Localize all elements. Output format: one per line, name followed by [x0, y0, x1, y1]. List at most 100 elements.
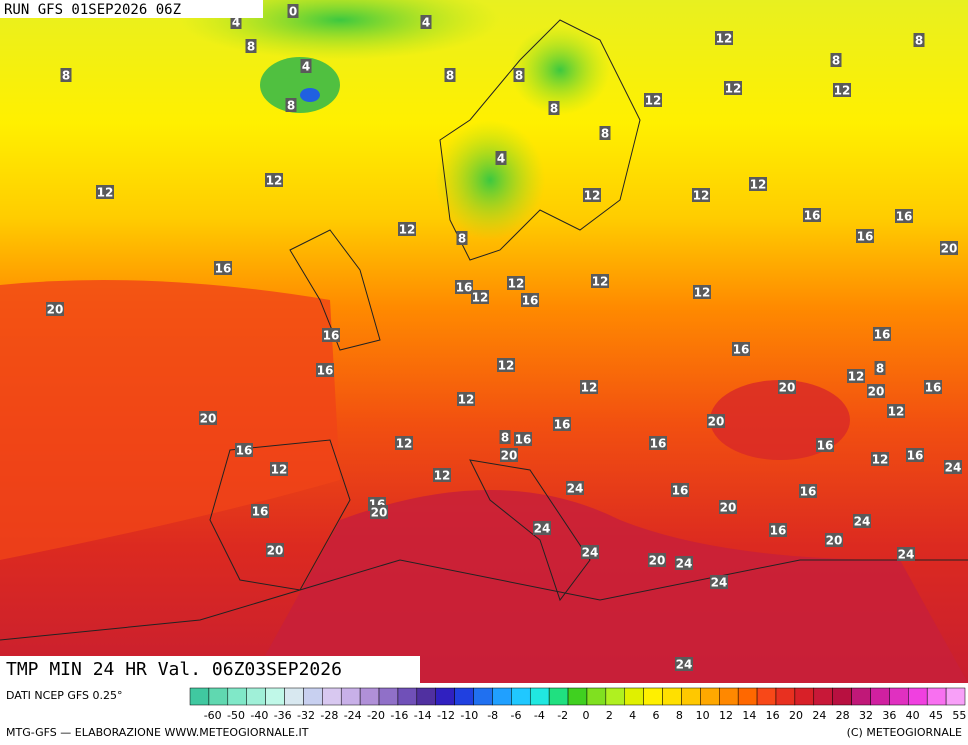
label-box: [533, 521, 551, 535]
contour-label: 12: [498, 359, 515, 373]
colorbar-label: -12: [437, 709, 455, 722]
label-box: [398, 222, 416, 236]
label-box: [370, 505, 388, 519]
contour-label: 4: [302, 60, 310, 74]
contour-label: 24: [534, 522, 551, 536]
colorbar-cell: [586, 687, 607, 706]
contour-label: 12: [645, 94, 662, 108]
label-box: [856, 229, 874, 243]
colorbar-label: -2: [557, 709, 568, 722]
contour-label: 24: [582, 546, 599, 560]
colorbar-label: 20: [789, 709, 803, 722]
label-box: [553, 417, 571, 431]
label-box: [270, 462, 288, 476]
label-box: [521, 293, 539, 307]
colorbar-cell: [303, 687, 323, 706]
contour-label: 12: [716, 32, 733, 46]
contour-label: 16: [456, 281, 473, 295]
contour-label: 16: [650, 437, 667, 451]
run-box: [0, 0, 263, 18]
label-box: [874, 361, 886, 375]
colorbar-label: -32: [297, 709, 315, 722]
label-box: [724, 81, 742, 95]
label-box: [471, 290, 489, 304]
colorbar-cell: [246, 687, 266, 706]
contour-label: 16: [857, 230, 874, 244]
colorbar-cell: [208, 687, 229, 706]
label-box: [924, 380, 942, 394]
contour-label: 20: [708, 415, 725, 429]
contour-label: 24: [711, 576, 728, 590]
contour-label: 16: [896, 210, 913, 224]
label-box: [803, 208, 821, 222]
colorbar-label: 6: [653, 709, 660, 722]
label-box: [847, 369, 865, 383]
contour-label: 16: [733, 343, 750, 357]
contour-label: 20: [826, 534, 843, 548]
label-box: [692, 188, 710, 202]
label-box: [514, 432, 532, 446]
label-box: [513, 68, 525, 82]
colorbar-cell: [832, 687, 852, 706]
label-box: [867, 384, 885, 398]
contour-label: 12: [581, 381, 598, 395]
coastline: [469, 459, 591, 602]
contour-label: 20: [200, 412, 217, 426]
contour-label: 4: [232, 16, 240, 30]
iceland: [260, 57, 340, 113]
contour-label: 16: [554, 418, 571, 432]
contour-label: 20: [779, 381, 796, 395]
colorbar-cell: [851, 687, 871, 706]
colorbar-label: -6: [511, 709, 522, 722]
contour-label: 8: [446, 69, 454, 83]
label-box: [707, 414, 725, 428]
colorbar-cell: [889, 687, 909, 706]
contour-label: 20: [868, 385, 885, 399]
label-box: [395, 436, 413, 450]
contour-label: 24: [567, 482, 584, 496]
label-box: [214, 261, 232, 275]
colorbar-label: 14: [742, 709, 756, 722]
coastline: [439, 19, 641, 261]
contour-label: 8: [601, 127, 609, 141]
label-box: [96, 185, 114, 199]
label-box: [60, 68, 72, 82]
label-box: [778, 380, 796, 394]
label-box: [580, 380, 598, 394]
colorbar-cell: [340, 687, 361, 706]
contour-label: 12: [97, 186, 114, 200]
contour-label: 24: [676, 658, 693, 672]
colorbar-label: 32: [859, 709, 873, 722]
colorbar-cell: [492, 687, 512, 706]
label-box: [644, 93, 662, 107]
colorbar-label: 0: [583, 709, 590, 722]
label-box: [671, 483, 689, 497]
contour-label: 4: [422, 16, 430, 30]
colorbar-cell: [813, 687, 833, 706]
colorbar-label: -16: [390, 709, 408, 722]
colorbar-cell: [870, 687, 890, 706]
colorbar-cell: [719, 687, 739, 706]
atlantic-warm: [0, 280, 340, 560]
contour-label: 12: [725, 82, 742, 96]
contour-label: 16: [672, 484, 689, 498]
label-box: [853, 514, 871, 528]
contour-label: 24: [854, 515, 871, 529]
colorbar-cell: [359, 687, 380, 706]
iceland-cold: [300, 88, 320, 102]
label-box: [316, 363, 334, 377]
label-box: [940, 241, 958, 255]
colorbar-cell: [700, 687, 720, 706]
label-box: [499, 430, 511, 444]
contour-label: 16: [817, 439, 834, 453]
contour-label: 20: [720, 501, 737, 515]
label-box: [235, 443, 253, 457]
contour-label: 8: [501, 431, 509, 445]
coastline: [289, 229, 381, 351]
title-box: [0, 656, 420, 683]
colorbar-cell: [416, 687, 436, 706]
colorbar-label: 16: [766, 709, 780, 722]
contour-label: 16: [515, 433, 532, 447]
contour-label: 12: [271, 463, 288, 477]
